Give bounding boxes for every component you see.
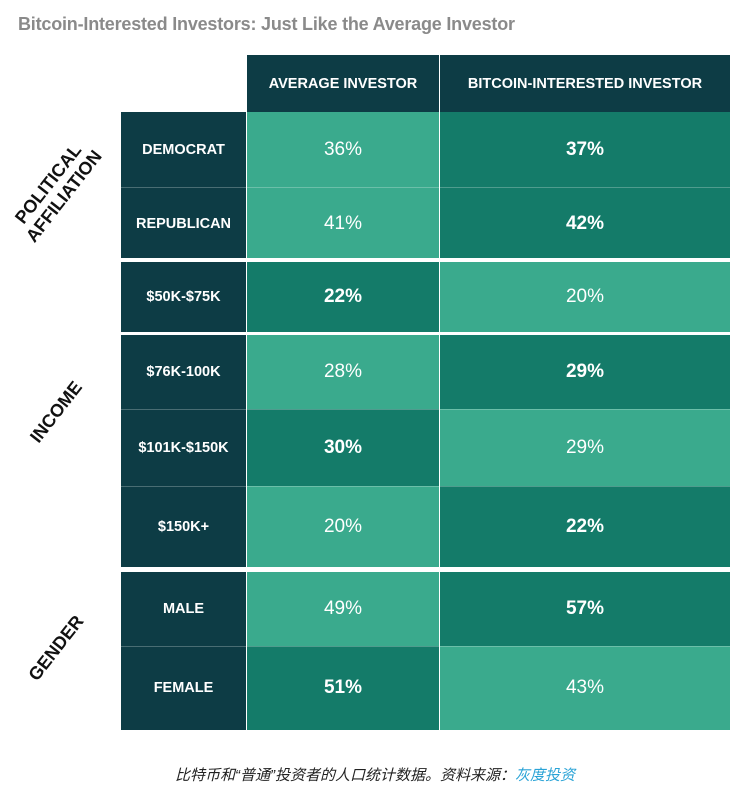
- cell-bitcoin-democrat: 37%: [440, 112, 730, 187]
- cell-bitcoin-101k-150k: 29%: [440, 409, 730, 486]
- cell-bitcoin-female: 43%: [440, 646, 730, 730]
- caption-text: 比特币和“普通”投资者的人口统计数据。资料来源：: [174, 767, 515, 784]
- row-divider: [121, 486, 730, 487]
- cell-average-101k-150k: 30%: [247, 409, 439, 486]
- row-label-male: MALE: [121, 571, 246, 646]
- cell-bitcoin-50k-75k: 20%: [440, 261, 730, 332]
- source-link[interactable]: 灰度投资: [514, 767, 575, 784]
- row-label-democrat: DEMOCRAT: [121, 112, 246, 187]
- group-label-political-affiliation: POLITICAL AFFILIATION: [10, 140, 106, 246]
- column-header-average: AVERAGE INVESTOR: [247, 55, 439, 112]
- row-divider: [121, 187, 730, 188]
- group-label-gender: GENDER: [24, 611, 88, 685]
- cell-bitcoin-150k: 22%: [440, 486, 730, 567]
- cell-average-democrat: 36%: [247, 112, 439, 187]
- cell-average-female: 51%: [247, 646, 439, 730]
- row-label-50k-75k: $50K-$75K: [121, 261, 246, 332]
- cell-average-republican: 41%: [247, 187, 439, 261]
- row-divider: [121, 409, 730, 410]
- row-label-76k-100k: $76K-100K: [121, 335, 246, 409]
- row-label-150k: $150K+: [121, 486, 246, 567]
- cell-bitcoin-76k-100k: 29%: [440, 335, 730, 409]
- chart-title: Bitcoin-Interested Investors: Just Like …: [18, 14, 515, 34]
- column-header-bitcoin: BITCOIN-INTERESTED INVESTOR: [440, 55, 730, 112]
- column-divider: [439, 112, 440, 730]
- cell-bitcoin-republican: 42%: [440, 187, 730, 261]
- row-divider: [121, 646, 730, 647]
- group-label-income: INCOME: [25, 377, 87, 447]
- row-label-female: FEMALE: [121, 646, 246, 730]
- row-label-101k-150k: $101K-$150K: [121, 409, 246, 486]
- caption: 比特币和“普通”投资者的人口统计数据。资料来源：灰度投资: [0, 764, 750, 785]
- group-divider: [121, 258, 730, 262]
- group-divider: [121, 568, 730, 572]
- cell-average-50k-75k: 22%: [247, 261, 439, 332]
- cell-average-150k: 20%: [247, 486, 439, 567]
- row-label-republican: REPUBLICAN: [121, 187, 246, 261]
- cell-average-76k-100k: 28%: [247, 335, 439, 409]
- cell-bitcoin-male: 57%: [440, 571, 730, 646]
- cell-average-male: 49%: [247, 571, 439, 646]
